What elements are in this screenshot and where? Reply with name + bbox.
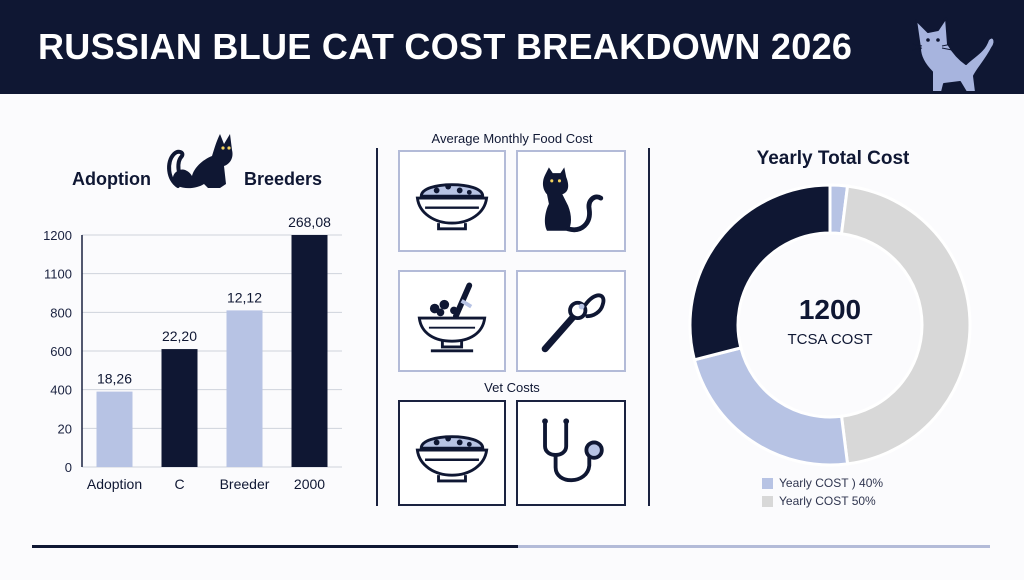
- bar-value-label: 22,20: [162, 328, 197, 344]
- y-tick-label: 1100: [44, 267, 72, 282]
- donut-legend: Yearly COST ) 40% Yearly COST 50%: [762, 474, 883, 510]
- tile-food-vet: [398, 400, 506, 506]
- stethoscope-icon: [541, 293, 606, 353]
- page-title: RUSSIAN BLUE CAT COST BREAKDOWN 2026: [38, 26, 853, 67]
- footer-rule-light: [518, 545, 990, 548]
- tile-food: [398, 150, 506, 252]
- sitting-cat-icon: [167, 134, 233, 189]
- bar-value-label: 12,12: [227, 289, 262, 305]
- donut-chart: [688, 183, 972, 467]
- stethoscope-icon: [542, 418, 604, 483]
- legend-item: Yearly COST ) 40%: [762, 474, 883, 492]
- donut-slice: [839, 184, 972, 466]
- y-tick-label: 800: [50, 305, 72, 320]
- legend-item: Yearly COST 50%: [762, 492, 883, 510]
- x-tick-label: 2000: [294, 476, 325, 492]
- legend-swatch: [762, 495, 773, 507]
- legend-swatch: [762, 477, 773, 489]
- food-bowl-icon: [415, 183, 489, 231]
- bar: [226, 310, 263, 467]
- bar: [161, 349, 198, 467]
- donut-slice: [692, 346, 850, 467]
- header-banner: RUSSIAN BLUE CAT COST BREAKDOWN 2026: [0, 0, 1024, 94]
- divider-left: [376, 148, 378, 506]
- mortar-bowl-icon: [417, 282, 487, 353]
- vet-costs-label: Vet Costs: [484, 380, 540, 395]
- legend-breeders: Breeders: [244, 169, 323, 189]
- tile-mortar: [398, 270, 506, 372]
- y-tick-label: 1200: [43, 228, 72, 243]
- donut-slice: [688, 183, 832, 362]
- donut-center-label: TCSA COST: [787, 331, 873, 348]
- food-bowl-icon: [415, 435, 489, 483]
- bar: [291, 235, 328, 467]
- donut-title: Yearly Total Cost: [756, 148, 910, 169]
- footer-rule-dark: [32, 545, 518, 548]
- cat-icon: [911, 17, 996, 93]
- bar-value-label: 268,08: [288, 214, 331, 230]
- x-tick-label: Breeder: [220, 476, 270, 492]
- divider-right: [648, 148, 650, 506]
- x-tick-label: C: [174, 476, 184, 492]
- x-tick-label: Adoption: [87, 476, 142, 492]
- food-cost-label: Average Monthly Food Cost: [431, 131, 593, 146]
- donut-center-value: 1200: [798, 294, 862, 325]
- y-tick-label: 20: [58, 421, 72, 436]
- legend-label: Yearly COST 50%: [779, 494, 876, 508]
- cat-icon: [542, 167, 604, 233]
- bar: [96, 391, 133, 467]
- legend-adoption: Adoption: [72, 169, 151, 189]
- y-tick-label: 600: [50, 344, 72, 359]
- bar-chart: 0 20 400 600 800 1100 1200 18,26 Adoption 22,20 C 1…: [43, 214, 342, 492]
- tile-cat: [516, 150, 626, 252]
- legend-label: Yearly COST ) 40%: [779, 476, 884, 490]
- bar-value-label: 18,26: [97, 371, 132, 387]
- y-tick-label: 400: [50, 383, 72, 398]
- tile-stethoscope: [516, 400, 626, 506]
- y-tick-label: 0: [65, 460, 72, 475]
- tile-stethoscope-small: [516, 270, 626, 372]
